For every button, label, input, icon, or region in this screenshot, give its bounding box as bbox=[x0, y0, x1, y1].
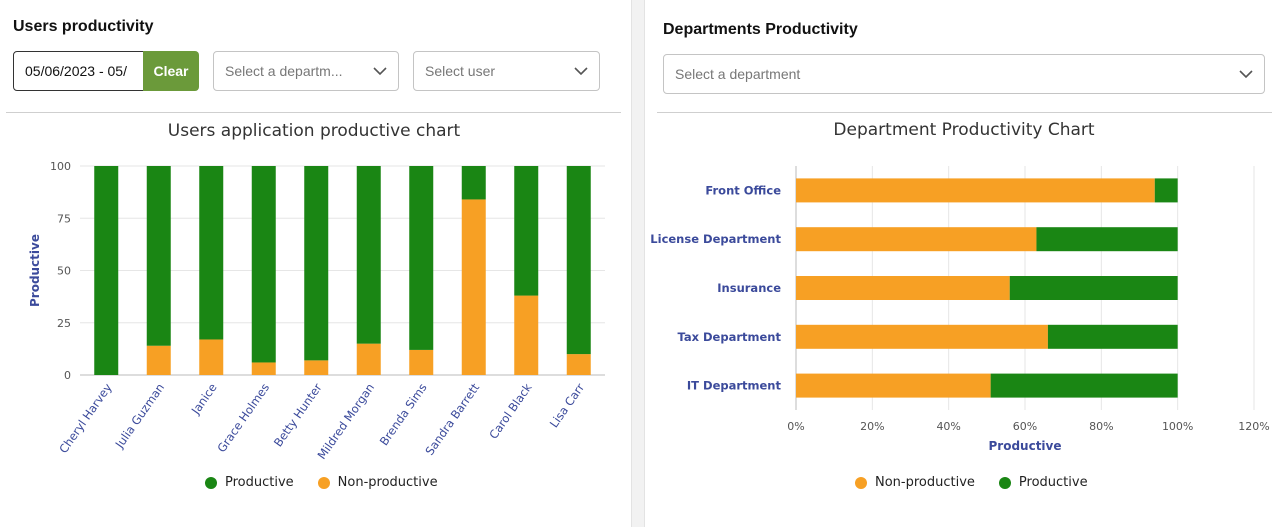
productive-swatch bbox=[998, 476, 1011, 489]
bar-segment bbox=[1047, 324, 1178, 349]
x-tick-label: Mildred Morgan bbox=[315, 381, 378, 462]
panel-divider bbox=[631, 0, 645, 527]
x-tick-label: Grace Holmes bbox=[214, 381, 272, 455]
x-tick-label: Betty Hunter bbox=[271, 380, 325, 449]
departments-productivity-panel: Departments Productivity Select a depart… bbox=[645, 0, 1275, 527]
bar-segment bbox=[796, 373, 991, 398]
bar-segment bbox=[251, 362, 276, 375]
y-tick-label: Front Office bbox=[705, 183, 781, 197]
non-productive-swatch bbox=[317, 476, 330, 489]
separator bbox=[6, 112, 621, 113]
separator bbox=[657, 112, 1272, 113]
users-productivity-panel: Users productivity 05/06/2023 - 05/ Clea… bbox=[0, 0, 631, 527]
non-productive-swatch bbox=[855, 476, 867, 489]
bar-segment bbox=[356, 343, 381, 375]
x-tick-label: 80% bbox=[1089, 420, 1113, 433]
chevron-down-icon bbox=[373, 67, 387, 76]
departments-productivity-title: Departments Productivity bbox=[663, 21, 858, 38]
user-select-value: Select user bbox=[425, 63, 496, 79]
bar-segment bbox=[514, 295, 539, 375]
bar-segment bbox=[796, 324, 1048, 349]
y-tick-label: IT Department bbox=[687, 379, 782, 393]
bar-segment bbox=[146, 345, 171, 375]
y-axis-title: Productive bbox=[28, 234, 42, 307]
x-tick-label: 60% bbox=[1013, 420, 1037, 433]
user-select[interactable]: Select user bbox=[413, 51, 600, 91]
bar-segment bbox=[1154, 178, 1178, 203]
y-tick-label: 100 bbox=[50, 160, 71, 173]
legend-non-productive-label: Non-productive bbox=[337, 475, 438, 490]
x-tick-label: 40% bbox=[936, 420, 960, 433]
x-tick-label: Julia Guzman bbox=[112, 381, 167, 452]
department-select-value: Select a departm... bbox=[225, 63, 343, 79]
bar-segment bbox=[461, 166, 486, 200]
x-tick-label: Lisa Carr bbox=[547, 380, 588, 430]
bar-segment bbox=[356, 166, 381, 344]
department-productivity-chart: 0% 20% 40% 60% 80% 100% 120% Productive Front Of… bbox=[650, 166, 1270, 453]
y-tick-label: 75 bbox=[57, 212, 71, 225]
chevron-down-icon bbox=[1239, 70, 1253, 79]
bar-segment bbox=[990, 373, 1178, 398]
x-tick-label: Cheryl Harvey bbox=[56, 381, 115, 456]
x-tick-label: 0% bbox=[787, 420, 804, 433]
bar-segment bbox=[199, 166, 224, 340]
bar-segment bbox=[146, 166, 171, 346]
y-tick-label: 25 bbox=[57, 317, 71, 330]
legend-productive[interactable]: Productive bbox=[998, 475, 1088, 490]
legend-productive[interactable]: Productive bbox=[205, 475, 294, 490]
department-chart-legend: Non-productive Productive bbox=[855, 475, 1112, 490]
bar-segment bbox=[566, 166, 591, 355]
clear-button[interactable]: Clear bbox=[143, 51, 199, 91]
bar-segment bbox=[304, 166, 329, 361]
bar-segment bbox=[796, 227, 1037, 252]
x-tick-label: 120% bbox=[1238, 420, 1269, 433]
x-tick-label: Carol Black bbox=[486, 380, 535, 441]
x-tick-label: Brenda Sims bbox=[377, 381, 430, 448]
legend-productive-label: Productive bbox=[225, 475, 294, 490]
x-tick-label: Sandra Barrett bbox=[422, 380, 482, 458]
bar-segment bbox=[796, 276, 1010, 300]
bar-segment bbox=[1036, 227, 1178, 252]
legend-non-productive-label: Non-productive bbox=[875, 475, 975, 490]
bar-segment bbox=[251, 166, 276, 363]
bar-segment bbox=[94, 166, 119, 375]
legend-non-productive[interactable]: Non-productive bbox=[317, 475, 438, 490]
y-tick-label: License Department bbox=[650, 232, 781, 246]
bar-segment bbox=[409, 166, 434, 350]
legend-non-productive[interactable]: Non-productive bbox=[855, 475, 975, 490]
bar-segment bbox=[461, 199, 486, 375]
productive-swatch bbox=[205, 476, 217, 489]
x-axis-title: Productive bbox=[988, 439, 1061, 453]
bar-segment bbox=[1009, 276, 1178, 300]
users-productivity-title: Users productivity bbox=[13, 18, 154, 35]
users-chart-legend: Productive Non-productive bbox=[205, 475, 462, 490]
users-chart-title: Users application productive chart bbox=[167, 121, 461, 141]
chevron-down-icon bbox=[574, 67, 588, 76]
department-select-right-value: Select a department bbox=[675, 66, 801, 82]
bar-segment bbox=[796, 178, 1155, 203]
x-tick-label: Janice bbox=[188, 381, 220, 418]
bar-segment bbox=[409, 349, 434, 375]
y-tick-label: Insurance bbox=[717, 281, 781, 295]
y-tick-label: 0 bbox=[64, 369, 71, 382]
y-tick-label: 50 bbox=[57, 265, 71, 278]
x-tick-label: 20% bbox=[860, 420, 884, 433]
bar-segment bbox=[199, 339, 224, 375]
bar-segment bbox=[566, 354, 591, 375]
bar-segment bbox=[304, 360, 329, 375]
department-select[interactable]: Select a departm... bbox=[213, 51, 399, 91]
department-select-right[interactable]: Select a department bbox=[663, 54, 1265, 94]
x-tick-label: 100% bbox=[1162, 420, 1193, 433]
department-chart-title: Department Productivity Chart bbox=[833, 120, 1095, 140]
date-range-input[interactable]: 05/06/2023 - 05/ bbox=[13, 51, 145, 91]
y-tick-label: Tax Department bbox=[677, 330, 781, 344]
legend-productive-label: Productive bbox=[1018, 475, 1088, 490]
bar-segment bbox=[514, 166, 539, 296]
